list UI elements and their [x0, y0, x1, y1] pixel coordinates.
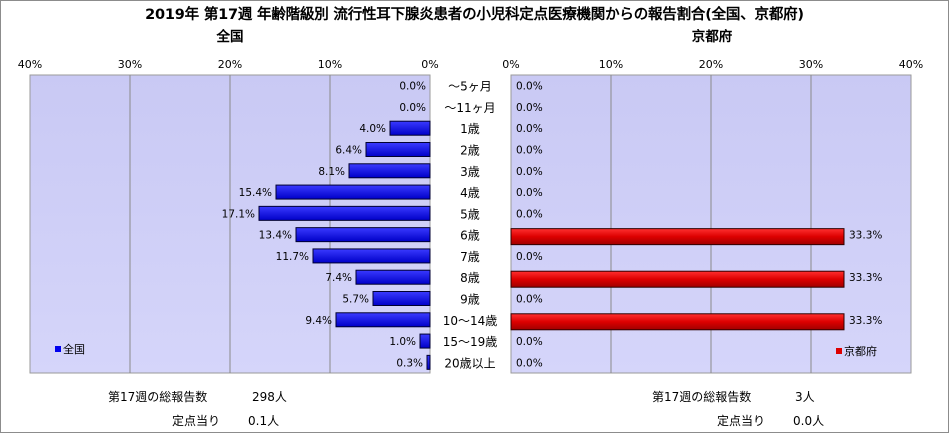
age-category-label: ～5ヶ月 [448, 80, 492, 94]
age-category-label: 4歳 [460, 186, 480, 200]
national-per-site-value: 0.1人 [248, 414, 280, 428]
national-total-label: 第17週の総報告数 [108, 390, 208, 404]
national-bar [365, 142, 431, 157]
age-category-label: 20歳以上 [444, 356, 495, 370]
national-data-label: 9.4% [305, 315, 332, 327]
national-data-label: 17.1% [222, 208, 255, 220]
national-bar [355, 269, 431, 285]
national-data-label: 13.4% [259, 230, 292, 242]
kyoto-total-label: 第17週の総報告数 [652, 390, 752, 404]
national-tick-label: 20% [218, 58, 242, 71]
national-bar [419, 333, 431, 349]
national-bar [258, 205, 431, 221]
kyoto-data-label: 0.0% [516, 357, 543, 369]
kyoto-data-label: 33.3% [849, 315, 882, 327]
national-data-label: 1.0% [389, 336, 416, 348]
kyoto-data-label: 0.0% [516, 81, 543, 93]
national-tick-label: 30% [118, 58, 142, 71]
kyoto-tick-label: 0% [502, 58, 519, 71]
kyoto-data-label: 0.0% [516, 166, 543, 178]
national-data-label: 8.1% [318, 166, 345, 178]
kyoto-data-label: 0.0% [516, 187, 543, 199]
national-bar [426, 354, 431, 370]
kyoto-legend-label: 京都府 [844, 344, 877, 358]
kyoto-data-label: 0.0% [516, 145, 543, 157]
chart-title: 2019年 第17週 年齢階級別 流行性耳下腺炎患者の小児科定点医療機関からの報… [145, 7, 804, 23]
kyoto-bar [510, 270, 845, 288]
kyoto-data-label: 0.0% [516, 102, 543, 114]
age-category-label: 8歳 [460, 271, 480, 285]
kyoto-bars [510, 228, 845, 331]
age-category-label: 15～19歳 [443, 335, 498, 349]
age-category-label: 9歳 [460, 293, 480, 307]
national-data-label: 5.7% [342, 294, 369, 306]
kyoto-data-label: 33.3% [849, 272, 882, 284]
kyoto-data-label: 0.0% [516, 251, 543, 263]
age-category-label: 7歳 [460, 250, 480, 264]
national-bar [348, 163, 431, 179]
age-category-label: 3歳 [460, 165, 480, 179]
kyoto-data-label: 0.0% [516, 123, 543, 135]
national-data-label: 15.4% [239, 187, 272, 199]
kyoto-axis-ticks: 0% 10% 20% 30% 40% [502, 58, 923, 71]
kyoto-tick-label: 40% [899, 58, 923, 71]
kyoto-legend-swatch [836, 348, 842, 354]
national-data-label: 11.7% [276, 251, 309, 263]
kyoto-data-labels: 0.0% 0.0% 0.0% 0.0% 0.0% 0.0% 0.0% 33.3% 0.0% 33.… [516, 81, 882, 370]
age-category-label: 6歳 [460, 229, 480, 243]
national-tick-label: 10% [318, 58, 342, 71]
age-category-label: 1歳 [460, 122, 480, 136]
national-data-label: 6.4% [335, 145, 362, 157]
national-bar [295, 227, 431, 243]
kyoto-panel-title: 京都府 [691, 29, 733, 45]
kyoto-tick-label: 30% [799, 58, 823, 71]
national-total-value: 298人 [252, 390, 287, 404]
kyoto-data-label: 33.3% [849, 230, 882, 242]
national-tick-label: 0% [421, 58, 438, 71]
national-bars [258, 120, 431, 370]
kyoto-data-label: 0.0% [516, 294, 543, 306]
national-data-label: 0.0% [399, 81, 426, 93]
national-data-label: 0.0% [399, 102, 426, 114]
national-bar [335, 312, 431, 328]
national-per-site-label: 定点当り [172, 414, 221, 428]
kyoto-tick-label: 10% [599, 58, 623, 71]
national-data-label: 7.4% [325, 272, 352, 284]
national-axis-ticks: 40% 30% 20% 10% 0% [18, 58, 439, 71]
kyoto-bar [510, 228, 845, 246]
kyoto-data-label: 0.0% [516, 336, 543, 348]
kyoto-data-label: 0.0% [516, 208, 543, 220]
national-data-labels: 0.0% 0.0% 4.0% 6.4% 8.1% 15.4% 17.1% 13.4% 11.7%… [222, 81, 426, 370]
age-category-label: 5歳 [460, 207, 480, 221]
kyoto-legend: 京都府 [836, 344, 877, 358]
national-tick-label: 40% [18, 58, 42, 71]
age-category-labels: ～5ヶ月 ～11ヶ月 1歳 2歳 3歳 4歳 5歳 6歳 7歳 8歳 9歳 10～14歳 15～19歳 2… [443, 80, 498, 371]
kyoto-total-value: 3人 [795, 390, 815, 404]
national-bar [372, 291, 431, 306]
national-legend-swatch [55, 346, 61, 352]
age-category-label: 2歳 [460, 144, 480, 158]
national-bar [275, 184, 431, 200]
national-legend: 全国 [55, 342, 85, 356]
kyoto-per-site-value: 0.0人 [793, 414, 825, 428]
national-panel-title: 全国 [216, 29, 244, 45]
national-legend-label: 全国 [63, 342, 85, 356]
age-category-label: 10～14歳 [443, 314, 498, 328]
kyoto-bar [510, 313, 845, 331]
age-category-label: ～11ヶ月 [444, 101, 495, 115]
national-data-label: 4.0% [359, 123, 386, 135]
national-bar [389, 120, 431, 136]
national-plot-area [29, 74, 431, 374]
national-data-label: 0.3% [396, 357, 423, 369]
kyoto-tick-label: 20% [699, 58, 723, 71]
kyoto-per-site-label: 定点当り [717, 414, 766, 428]
national-bar [312, 248, 431, 264]
